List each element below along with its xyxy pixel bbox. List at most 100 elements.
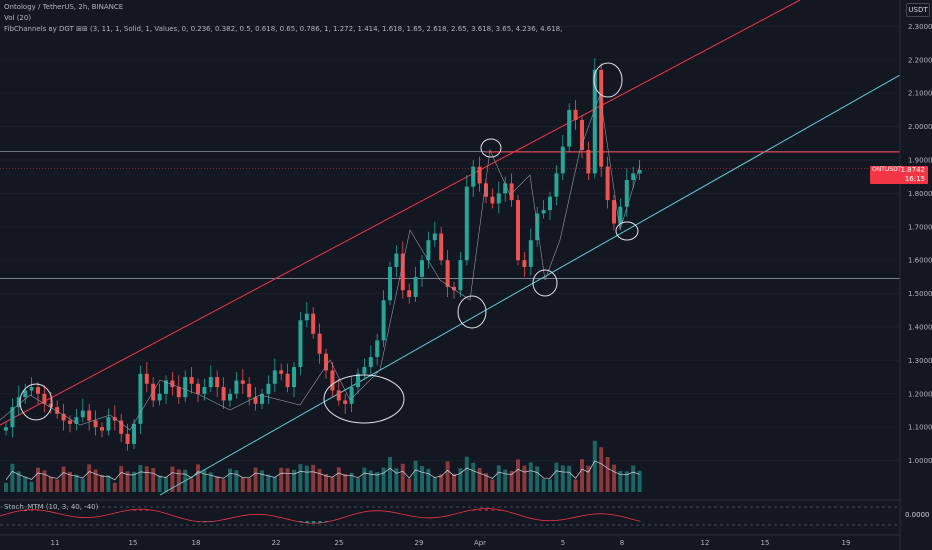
volume-bar [535,466,540,492]
price-tick-label: 1.6000 [908,257,932,265]
candle-body [183,377,188,398]
volume-bar [548,479,552,492]
candle-body [330,370,335,391]
volume-bar [285,468,290,492]
time-tick-label: 15 [129,539,138,547]
volume-bar [381,467,386,492]
candle-body [29,387,34,391]
candle-body [279,370,284,374]
volume-bar [48,476,53,492]
candle-body [464,186,469,261]
volume-bar [567,465,572,492]
volume-bar [413,460,418,492]
chart-grid [0,25,900,462]
swing-high-circle-1 [19,383,53,421]
volume-bar [605,457,610,492]
volume-bar [42,470,47,492]
volume-bar [138,465,143,492]
candle-body [356,373,360,388]
price-tick-label: 1.9000 [908,157,932,165]
candle-body [362,367,367,374]
candle-body [336,390,341,401]
stoch-mtm-legend[interactable]: Stoch_MTM (10, 3, 40, -40) [4,503,99,511]
symbol-title[interactable]: Ontology / TetherUS, 2h, BINANCE [4,3,124,11]
candle-body [260,393,264,404]
candle-body [420,260,424,277]
candle-body [439,233,444,261]
volume-bar [100,474,104,492]
candle-body [196,383,200,394]
candle-body [324,353,328,371]
candle-body [202,387,207,394]
volume-bar [4,482,8,492]
volume-bar [356,478,360,492]
volume-bar [170,466,175,492]
candle-body [215,377,220,388]
candle-body [388,266,392,301]
fib-channels-legend[interactable]: FibChannels ву DGT ⊞⊞ (3, 11, 1, Solid, … [4,25,564,33]
volume-bar [196,464,200,492]
candle-body [23,390,28,398]
volume-bar [55,479,60,492]
volume-bar [189,478,194,492]
candle-body [42,393,47,404]
swing-high-circle-3 [593,62,623,98]
swing-low-circle-3 [615,221,639,241]
candle-body [253,397,258,404]
candle-body [100,427,104,431]
candle-body [426,240,431,261]
volume-bar [618,471,623,492]
resistance-channel-line [0,0,801,426]
candle-body [586,149,591,174]
volume-bar [29,481,34,492]
volume-bar [528,462,533,492]
time-tick-label: Apr [474,539,486,547]
current-symbol: ONTUSDT [872,166,902,173]
candle-body [4,427,8,431]
volume-bar [208,472,213,492]
candle-body [234,380,239,394]
currency-badge[interactable]: USDT [906,3,930,17]
candle-body [144,373,149,384]
time-tick-label: 8 [620,539,624,547]
candle-body [266,383,271,394]
volume-bar [394,468,399,492]
volume-bar [253,467,258,492]
price-tick-label: 2.1000 [908,90,932,98]
volume-bar [106,475,111,492]
candle-body [554,173,559,197]
candle-body [189,377,194,384]
volume-bar [330,476,335,492]
volume-bar [16,471,21,492]
candle-body [317,333,322,354]
candle-body [573,109,578,120]
volume-bar [74,474,79,492]
candle-body [48,403,53,408]
candle-body [55,407,60,414]
price-tick-label: 1.2000 [908,390,932,398]
channel-lines[interactable] [0,0,901,496]
time-tick-label: 22 [272,539,281,547]
volume-bar [349,473,354,492]
candle-body [311,313,316,334]
price-tick-label: 1.8000 [908,190,932,198]
candle-body [612,200,616,224]
support-channel-line [159,74,901,496]
annotation-drawings[interactable] [0,62,641,431]
volume-legend[interactable]: Vol (20) [4,14,32,22]
candle-body [400,253,405,291]
volume-bar [10,463,15,492]
volume-bar [490,479,495,492]
volume-bar [324,474,328,492]
volume-bar [80,478,85,492]
candle-body [74,417,79,424]
candle-body [119,420,124,434]
time-tick-label: 29 [415,539,424,547]
candle-body [272,370,277,384]
volume-bar [464,456,469,492]
candle-body [560,146,565,174]
candle-body [522,260,527,267]
candle-body [452,286,456,291]
price-tick-label: 2.3000 [908,23,932,31]
